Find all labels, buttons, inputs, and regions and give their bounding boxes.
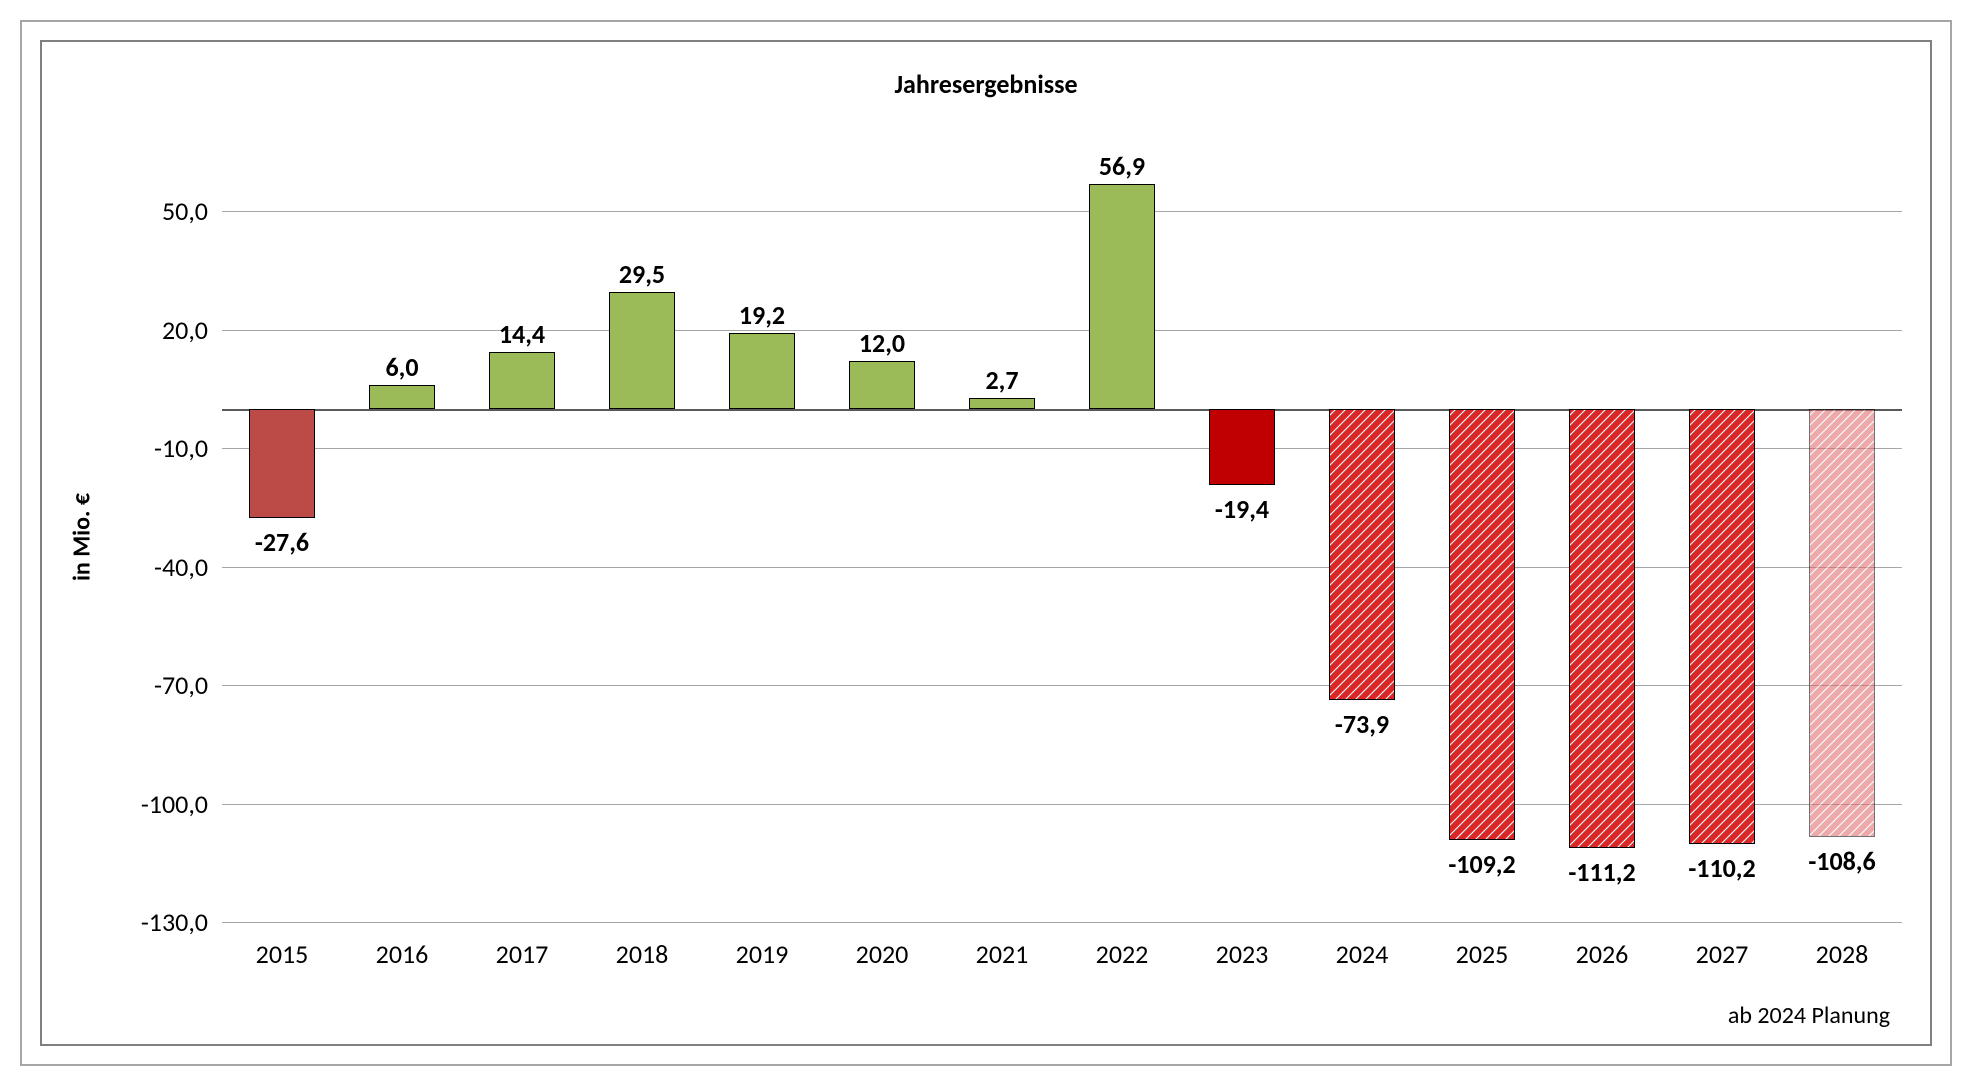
bar-value-label: 2,7 <box>985 364 1018 396</box>
x-tick-label: 2022 <box>1096 938 1149 970</box>
chart-title: Jahresergebnisse <box>42 68 1930 100</box>
gridline <box>222 448 1902 449</box>
y-tick-label: -100,0 <box>141 788 208 820</box>
y-tick-label: 50,0 <box>162 195 208 227</box>
bar-value-label: -73,9 <box>1335 708 1389 740</box>
gridline <box>222 804 1902 805</box>
y-tick-label: -70,0 <box>154 669 208 701</box>
bar <box>969 398 1035 409</box>
x-tick-label: 2016 <box>376 938 429 970</box>
bar <box>489 352 555 409</box>
x-tick-label: 2020 <box>856 938 909 970</box>
x-tick-label: 2015 <box>256 938 309 970</box>
x-tick-label: 2021 <box>976 938 1029 970</box>
bar-value-label: 14,4 <box>499 318 545 350</box>
bar-value-label: 12,0 <box>859 327 905 359</box>
chart-outer-frame: Jahresergebnisse in Mio. € -130,0-100,0-… <box>20 20 1952 1066</box>
y-tick-label: -40,0 <box>154 551 208 583</box>
bar-value-label: 19,2 <box>739 299 785 331</box>
gridline <box>222 330 1902 331</box>
bar <box>1329 409 1395 701</box>
bar-value-label: -110,2 <box>1688 852 1755 884</box>
x-tick-label: 2019 <box>736 938 789 970</box>
bar-value-label: -108,6 <box>1808 845 1875 877</box>
y-axis-label: in Mio. € <box>68 493 97 581</box>
bar <box>1689 409 1755 844</box>
gridline <box>222 567 1902 568</box>
bar <box>369 385 435 409</box>
bar-value-label: -111,2 <box>1568 856 1635 888</box>
bar <box>1809 409 1875 838</box>
chart-footnote: ab 2024 Planung <box>1728 1001 1890 1030</box>
gridline <box>222 685 1902 686</box>
bar-value-label: 56,9 <box>1099 150 1145 182</box>
gridline <box>222 211 1902 212</box>
x-tick-label: 2025 <box>1456 938 1509 970</box>
bar-value-label: 29,5 <box>619 258 665 290</box>
bar <box>729 333 795 409</box>
chart-inner-frame: Jahresergebnisse in Mio. € -130,0-100,0-… <box>40 40 1932 1046</box>
plot-area: -130,0-100,0-70,0-40,0-10,020,050,0-27,6… <box>222 152 1902 922</box>
y-tick-label: 20,0 <box>162 314 208 346</box>
bar <box>1089 184 1155 409</box>
baseline <box>222 409 1902 411</box>
bar <box>849 361 915 408</box>
x-tick-label: 2028 <box>1816 938 1869 970</box>
bar <box>1449 409 1515 840</box>
x-tick-label: 2023 <box>1216 938 1269 970</box>
gridline <box>222 922 1902 923</box>
bar-value-label: -19,4 <box>1215 493 1269 525</box>
y-tick-label: -10,0 <box>154 432 208 464</box>
bar <box>609 292 675 408</box>
bar-value-label: -27,6 <box>255 526 309 558</box>
bar <box>249 409 315 518</box>
bar-value-label: -109,2 <box>1448 848 1515 880</box>
x-tick-label: 2018 <box>616 938 669 970</box>
x-tick-label: 2026 <box>1576 938 1629 970</box>
bar <box>1569 409 1635 848</box>
x-tick-label: 2027 <box>1696 938 1749 970</box>
bar <box>1209 409 1275 486</box>
x-tick-label: 2017 <box>496 938 549 970</box>
y-tick-label: -130,0 <box>141 906 208 938</box>
bar-value-label: 6,0 <box>385 351 418 383</box>
x-tick-label: 2024 <box>1336 938 1389 970</box>
